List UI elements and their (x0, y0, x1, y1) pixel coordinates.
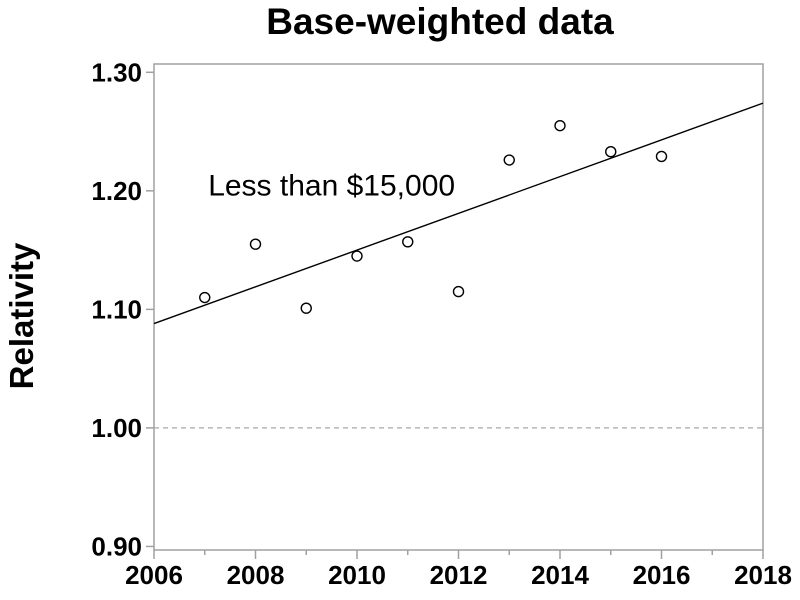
x-tick-label: 2006 (125, 560, 183, 590)
x-tick-label: 2010 (328, 560, 386, 590)
y-tick-label: 1.20 (91, 176, 142, 206)
data-point (402, 236, 414, 248)
x-tick-label: 2008 (227, 560, 285, 590)
y-axis-label: Relativity (3, 242, 40, 389)
y-tick-label: 1.30 (91, 57, 142, 87)
data-point (655, 150, 668, 163)
x-tick-label: 2012 (430, 560, 488, 590)
data-point (452, 285, 465, 298)
y-tick-label: 0.90 (91, 531, 142, 561)
series-annotation: Less than $15,000 (208, 170, 455, 203)
data-point (300, 302, 312, 314)
data-point (249, 238, 262, 250)
x-tick-label: 2016 (633, 560, 691, 590)
data-point (351, 250, 363, 262)
y-tick-label: 1.00 (91, 413, 142, 443)
data-point (199, 291, 211, 304)
data-marks (153, 102, 764, 325)
y-tick-label: 1.10 (91, 294, 142, 324)
data-point (554, 119, 566, 132)
axes: 0.90 1.00 1.10 1.20 1.30 2006 2008 2010 2012 2014… (91, 57, 792, 590)
chart-title: Base-weighted data (266, 1, 614, 42)
data-point (503, 154, 515, 166)
trend-line (153, 102, 764, 325)
x-tick-label: 2014 (531, 560, 589, 590)
data-point (605, 146, 617, 158)
x-tick-label: 2018 (734, 560, 792, 590)
